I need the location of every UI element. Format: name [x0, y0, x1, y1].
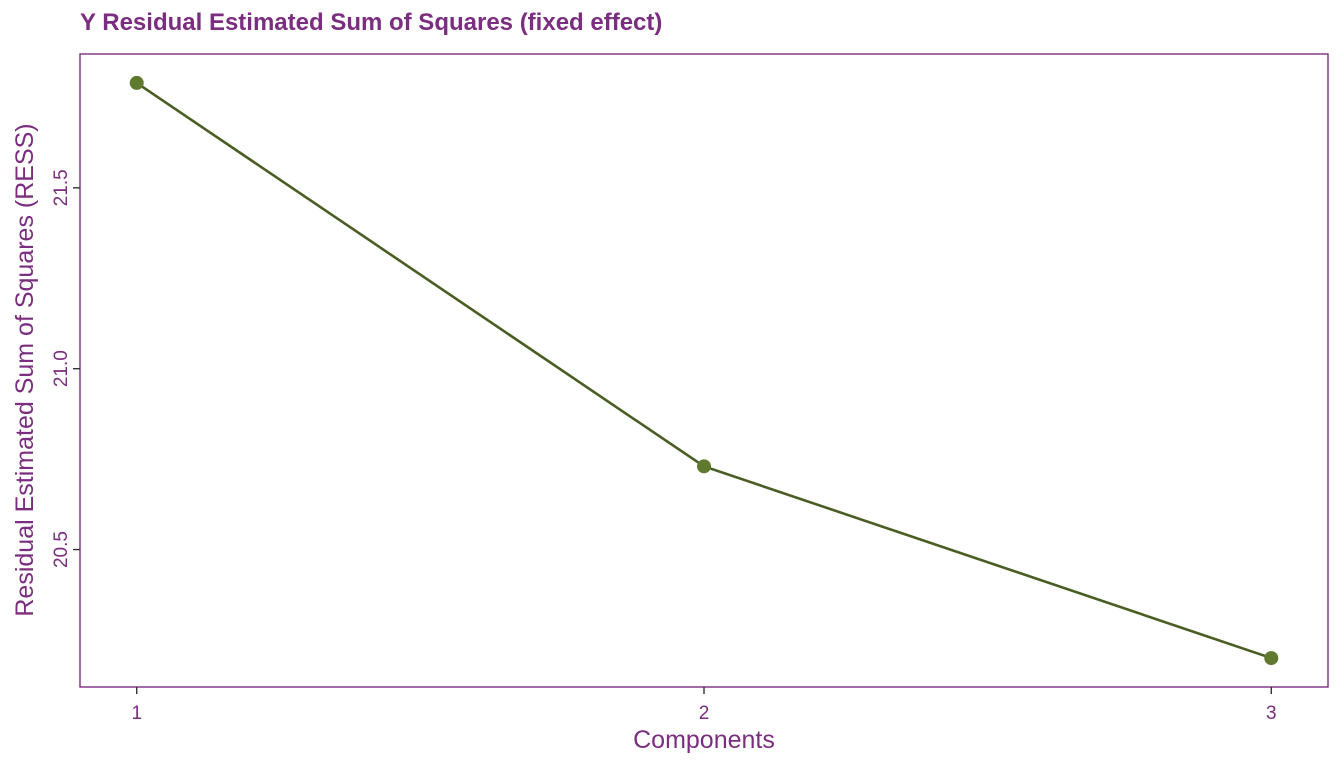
x-tick-label: 2	[699, 703, 710, 724]
series-line	[135, 81, 1272, 660]
y-axis-title: Residual Estimated Sum of Squares (RESS)	[11, 123, 39, 616]
plot-frame	[79, 53, 1329, 688]
x-axis-title: Components	[633, 726, 775, 754]
y-tick-label: 21.0	[51, 350, 72, 387]
x-tick-label: 1	[131, 703, 142, 724]
x-tick-label: 3	[1266, 703, 1277, 724]
data-point	[129, 75, 144, 90]
x-axis: 1 2 3	[131, 687, 1277, 724]
series-layer	[129, 75, 1279, 666]
chart-title: Y Residual Estimated Sum of Squares (fix…	[80, 9, 663, 36]
data-point	[1264, 651, 1279, 666]
y-tick-label: 21.5	[51, 169, 72, 206]
data-point	[697, 459, 711, 474]
y-tick-label: 20.5	[51, 531, 72, 568]
y-axis: 20.5 21.0 21.5	[51, 169, 80, 568]
